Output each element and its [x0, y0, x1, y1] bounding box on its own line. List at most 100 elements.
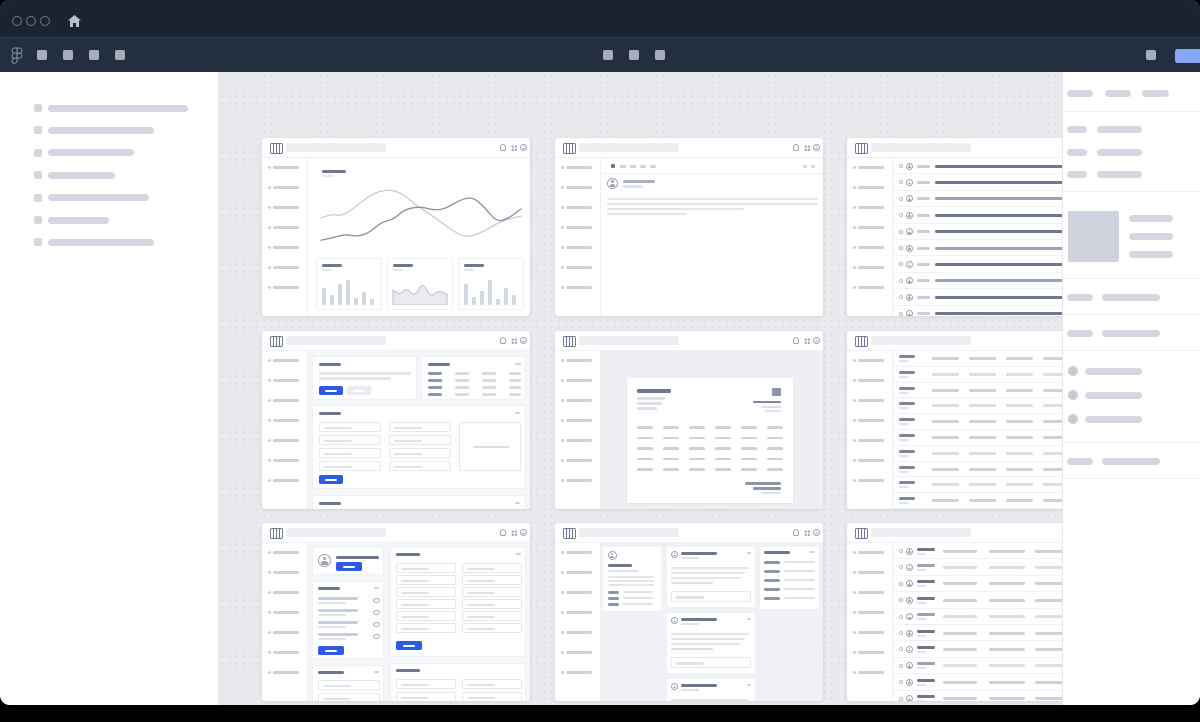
- input-field[interactable]: [462, 599, 522, 609]
- layer-row[interactable]: [0, 193, 219, 204]
- frame-tool-button[interactable]: [63, 50, 73, 60]
- primary-button[interactable]: [319, 386, 343, 395]
- table-row[interactable]: [893, 414, 1062, 430]
- upload-box[interactable]: [459, 422, 521, 471]
- input-field[interactable]: [671, 657, 751, 668]
- table-row[interactable]: [893, 446, 1062, 462]
- input-field[interactable]: [462, 611, 522, 621]
- input-field[interactable]: [462, 563, 522, 573]
- layer-row[interactable]: [0, 104, 219, 114]
- mail-row[interactable]: [893, 224, 1062, 240]
- screen-article-view[interactable]: [555, 138, 823, 316]
- input-field[interactable]: [319, 422, 381, 432]
- screen-inbox-list[interactable]: [847, 138, 1062, 316]
- color-swatch[interactable]: [1068, 211, 1119, 262]
- mail-row[interactable]: [893, 158, 1062, 175]
- input-field[interactable]: [389, 435, 451, 445]
- input-field[interactable]: [396, 679, 456, 689]
- user-row[interactable]: [893, 674, 1062, 691]
- screen-user-directory[interactable]: [847, 523, 1062, 701]
- input-field[interactable]: [318, 680, 380, 690]
- input-field[interactable]: [396, 575, 456, 585]
- input-field[interactable]: [389, 422, 451, 432]
- screen-settings-forms[interactable]: [262, 331, 530, 509]
- radio-dot[interactable]: [1068, 390, 1078, 400]
- prop-value-bar[interactable]: [1102, 330, 1160, 337]
- prop-value-bar[interactable]: [1097, 126, 1142, 133]
- mail-row[interactable]: [893, 191, 1062, 208]
- primary-button[interactable]: [319, 475, 343, 484]
- user-row[interactable]: [893, 609, 1062, 625]
- mail-row[interactable]: [893, 174, 1062, 191]
- table-row[interactable]: [893, 367, 1062, 383]
- design-canvas[interactable]: [219, 72, 1062, 705]
- input-field[interactable]: [396, 692, 456, 701]
- input-field[interactable]: [462, 587, 522, 597]
- table-row[interactable]: [893, 398, 1062, 415]
- user-row[interactable]: [893, 559, 1062, 576]
- user-row[interactable]: [893, 543, 1062, 560]
- prop-value-bar[interactable]: [1102, 458, 1160, 465]
- window-control-3[interactable]: [40, 16, 50, 26]
- screen-analytics-dashboard[interactable]: [262, 138, 530, 316]
- post-card[interactable]: [667, 613, 755, 673]
- input-field[interactable]: [462, 692, 522, 701]
- mail-row[interactable]: [893, 273, 1062, 290]
- prop-value-bar[interactable]: [1097, 148, 1142, 156]
- input-field[interactable]: [396, 611, 456, 621]
- input-field[interactable]: [462, 623, 522, 633]
- screen-social-feed[interactable]: [555, 523, 823, 701]
- window-control-2[interactable]: [26, 16, 36, 26]
- layer-row[interactable]: [0, 171, 219, 181]
- user-row[interactable]: [893, 691, 1062, 701]
- input-field[interactable]: [319, 435, 381, 445]
- layer-row[interactable]: [0, 148, 219, 159]
- layer-row[interactable]: [0, 126, 219, 136]
- share-button[interactable]: [1175, 49, 1200, 63]
- input-field[interactable]: [389, 461, 451, 471]
- comment-tool-button[interactable]: [629, 50, 639, 60]
- screen-data-table[interactable]: [847, 331, 1062, 509]
- input-field[interactable]: [396, 563, 456, 573]
- primary-button[interactable]: [318, 646, 344, 655]
- components-tool-button[interactable]: [655, 50, 665, 60]
- user-row[interactable]: [893, 592, 1062, 609]
- mail-row[interactable]: [893, 289, 1062, 306]
- radio-dot[interactable]: [1068, 414, 1078, 424]
- screen-invoice[interactable]: [555, 331, 823, 509]
- window-control-1[interactable]: [12, 16, 22, 26]
- radio-dot[interactable]: [1068, 366, 1078, 376]
- layer-row[interactable]: [0, 216, 219, 226]
- input-field[interactable]: [396, 623, 456, 633]
- input-field[interactable]: [389, 448, 451, 458]
- screen-profile-settings[interactable]: [262, 523, 530, 701]
- layer-row[interactable]: [0, 238, 219, 248]
- settings-tool-button[interactable]: [1146, 50, 1156, 60]
- props-tab[interactable]: [1142, 90, 1169, 97]
- table-row[interactable]: [893, 383, 1062, 399]
- user-row[interactable]: [893, 658, 1062, 675]
- props-tab[interactable]: [1067, 90, 1093, 97]
- mail-row[interactable]: [893, 240, 1062, 257]
- table-row[interactable]: [893, 477, 1062, 494]
- input-field[interactable]: [319, 461, 381, 471]
- table-row[interactable]: [893, 430, 1062, 446]
- input-field[interactable]: [462, 575, 522, 585]
- prop-value-bar[interactable]: [1097, 171, 1142, 178]
- hand-tool-button[interactable]: [603, 50, 613, 60]
- primary-button[interactable]: [336, 562, 362, 571]
- post-card[interactable]: [667, 547, 755, 607]
- user-row[interactable]: [893, 625, 1062, 642]
- primary-button[interactable]: [396, 641, 422, 650]
- input-field[interactable]: [462, 679, 522, 689]
- input-field[interactable]: [319, 448, 381, 458]
- table-row[interactable]: [893, 462, 1062, 478]
- input-field[interactable]: [396, 599, 456, 609]
- user-row[interactable]: [893, 641, 1062, 658]
- shape-tool-button[interactable]: [89, 50, 99, 60]
- mail-row[interactable]: [893, 306, 1062, 316]
- input-field[interactable]: [671, 591, 751, 602]
- secondary-button[interactable]: [347, 386, 371, 395]
- prop-value-bar[interactable]: [1102, 294, 1160, 301]
- input-field[interactable]: [396, 587, 456, 597]
